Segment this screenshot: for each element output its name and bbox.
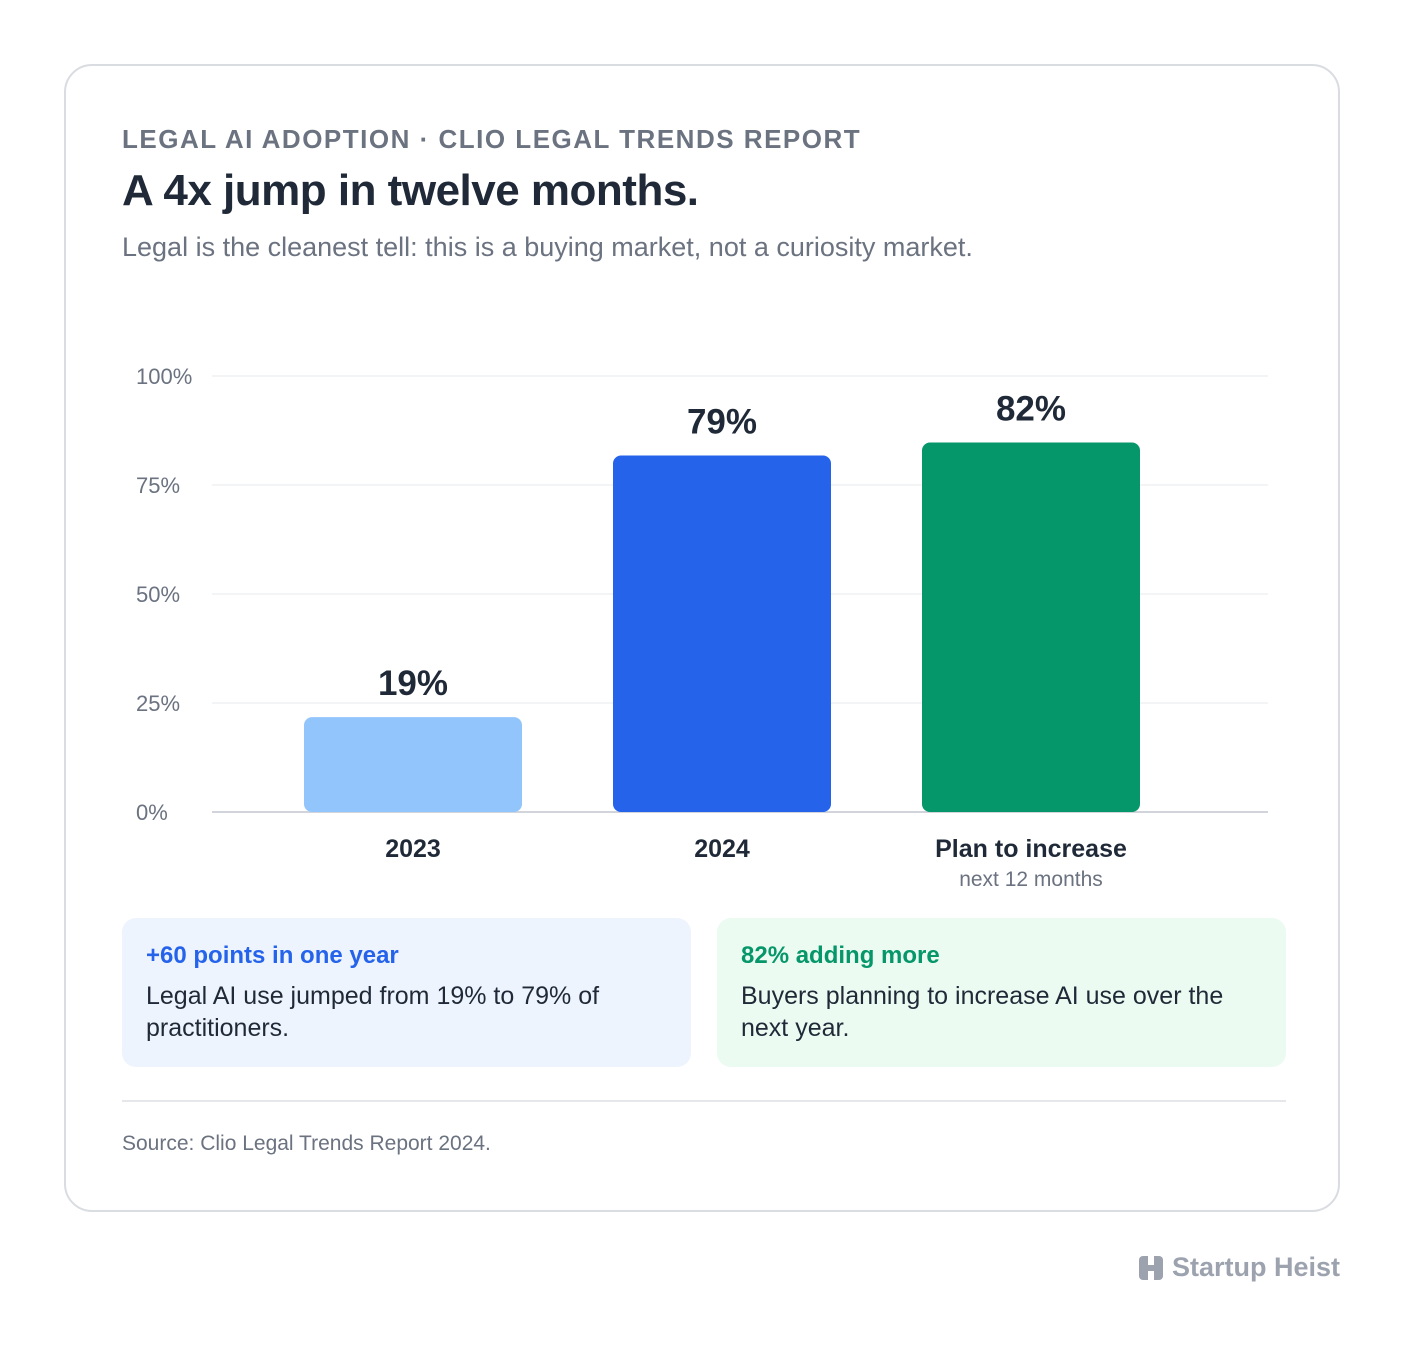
- startup-heist-logo-icon: [1138, 1255, 1163, 1280]
- y-tick-label: 100%: [136, 364, 192, 389]
- category-sublabel: next 12 months: [959, 868, 1103, 891]
- eyebrow-label: LEGAL AI ADOPTION · CLIO LEGAL TRENDS RE…: [122, 124, 862, 154]
- callout-heading: 82% adding more: [741, 942, 940, 969]
- brand-logo: Startup Heist: [1138, 1252, 1340, 1283]
- callout-year-jump: +60 points in one year Legal AI use jump…: [122, 918, 691, 1067]
- callout-adding-more: 82% adding more Buyers planning to incre…: [717, 918, 1286, 1067]
- value-label: 79%: [687, 403, 757, 442]
- category-label: 2024: [694, 835, 750, 863]
- brand-name: Startup Heist: [1171, 1252, 1340, 1282]
- y-tick-label: 25%: [136, 691, 180, 716]
- chart-subtitle: Legal is the cleanest tell: this is a bu…: [122, 232, 973, 262]
- callout-body: Legal AI use jumped from 19% to 79% of p…: [146, 982, 600, 1042]
- callout-body: Buyers planning to increase AI use over …: [741, 982, 1224, 1042]
- bar-plan-to-increase: [922, 442, 1140, 812]
- bar-2023: [304, 717, 522, 812]
- bar-2024: [613, 455, 831, 812]
- category-label: 2023: [385, 835, 441, 863]
- y-tick-label: 75%: [136, 473, 180, 498]
- category-label: Plan to increase: [935, 835, 1127, 863]
- value-label: 19%: [378, 664, 448, 703]
- source-note: Source: Clio Legal Trends Report 2024.: [122, 1132, 491, 1155]
- y-tick-label: 0%: [136, 800, 168, 825]
- y-tick-label: 50%: [136, 582, 180, 607]
- value-label: 82%: [996, 389, 1066, 428]
- bar-chart: 0% 25% 50% 75% 100% 19% 2023 79% 2024 82% Plan to …: [136, 364, 1268, 891]
- chart-title: A 4x jump in twelve months.: [122, 166, 699, 215]
- callout-heading: +60 points in one year: [146, 942, 399, 969]
- footer-divider: [122, 1100, 1286, 1102]
